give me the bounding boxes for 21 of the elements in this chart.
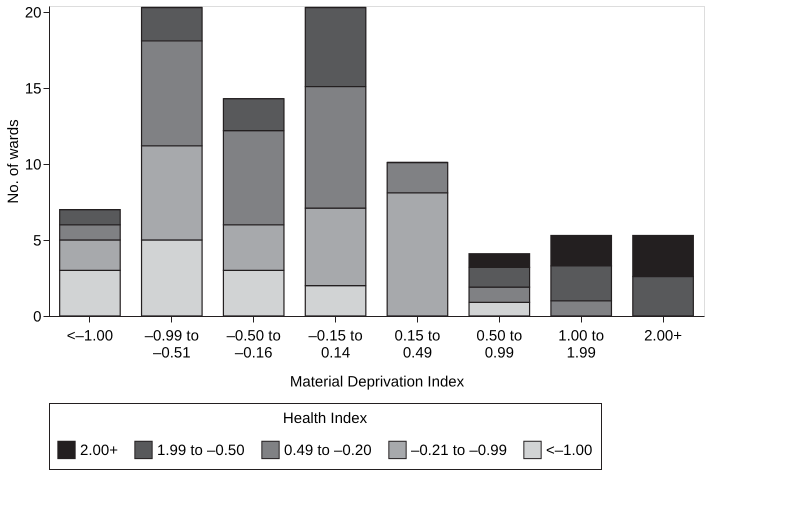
x-tick-label: 1.00 to 1.99 [558,328,604,362]
y-tick-label: 0 [33,308,42,326]
legend-label: 2.00+ [80,442,118,459]
x-tick-label: –0.99 to –0.51 [144,328,199,362]
y-tick-label: 20 [24,4,42,22]
legend-label: 1.99 to –0.50 [157,442,245,459]
legend-label: 0.49 to –0.20 [284,442,372,459]
x-tick-label: 0.15 to 0.49 [394,328,440,362]
legend-label: <–1.00 [546,442,592,459]
x-tick-label: –0.50 to –0.16 [226,328,281,362]
legend-label: –0.21 to –0.99 [411,442,507,459]
x-tick-label: –0.15 to 0.14 [308,328,363,362]
y-tick-label: 15 [24,80,42,98]
x-tick-label: 2.00+ [644,328,682,344]
y-axis-title: No. of wards [4,119,22,204]
legend-title: Health Index [282,410,368,427]
y-tick-label: 10 [24,156,42,174]
y-tick-label: 5 [33,232,42,250]
x-axis-title: Material Deprivation Index [290,374,465,390]
x-tick-label: 0.50 to 0.99 [476,328,522,362]
x-tick-label: <–1.00 [66,328,114,344]
